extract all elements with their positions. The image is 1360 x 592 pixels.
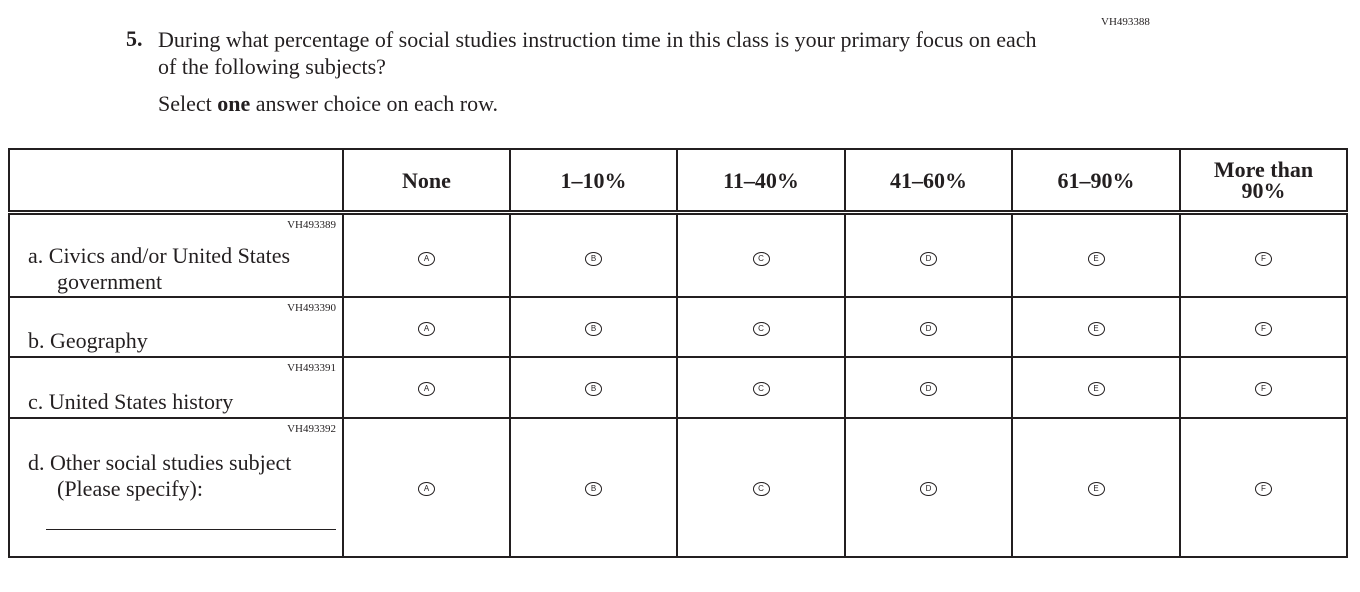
option-cell: A [342,355,511,419]
option-cell: C [676,295,846,358]
answer-bubble-f[interactable]: F [1255,482,1272,496]
answer-bubble-c[interactable]: C [752,482,770,496]
answer-bubble-c[interactable]: C [752,252,770,267]
answer-bubble-a[interactable]: A [418,252,435,267]
answer-bubble-b[interactable]: B [585,321,602,336]
answer-bubble-f[interactable]: F [1255,321,1272,336]
answer-bubble-b[interactable]: B [585,382,602,396]
row-label: a. Civics and/or United States governmen… [28,243,291,294]
option-cell: C [676,416,846,558]
column-header: 11–40% [676,148,846,215]
option-cell: F [1179,295,1348,358]
row-label-cell: VH493389 a. Civics and/or United States g… [8,211,344,298]
row-label: b. Geography [28,327,148,353]
option-cell: B [509,211,678,298]
column-header: None [342,148,511,215]
question-number: 5. [126,26,143,51]
answer-bubble-a[interactable]: A [418,382,435,396]
table-row: VH493391 c. United States history A B C D E F [8,355,1348,419]
row-id: VH493390 [287,301,336,314]
question-id: VH493388 [1101,16,1150,28]
answer-bubble-a[interactable]: A [418,321,435,336]
option-cell: C [676,211,846,298]
option-cell: D [844,211,1013,298]
answer-bubble-d[interactable]: D [920,321,937,336]
answer-bubble-c[interactable]: C [752,382,770,396]
instruction: Select one answer choice on each row. [158,91,498,117]
table-row: VH493390 b. Geography A B C D E F [8,295,1348,358]
instruction-text: Select [158,91,218,116]
response-grid: None 1–10% 11–40% 41–60% 61–90% More than 90%… [8,148,1348,558]
option-cell: A [342,295,511,358]
option-cell: D [844,416,1013,558]
row-id: VH493391 [287,361,336,374]
answer-bubble-b[interactable]: B [585,252,602,267]
table-row: VH493392 d. Other social studies subject … [8,416,1348,558]
option-cell: C [676,355,846,419]
option-cell: E [1011,211,1181,298]
option-cell: B [509,416,678,558]
row-label: d. Other social studies subject (Please … [28,449,292,501]
column-header: 1–10% [509,148,678,215]
row-label-cell: VH493390 b. Geography [8,295,344,358]
instruction-emphasis: one [217,91,251,116]
column-header: More than 90% [1179,148,1348,215]
option-cell: D [844,355,1013,419]
option-cell: A [342,416,511,558]
option-cell: B [509,355,678,419]
column-header: 61–90% [1011,148,1181,215]
answer-bubble-e[interactable]: E [1087,382,1105,396]
option-cell: F [1179,416,1348,558]
option-cell: E [1011,416,1181,558]
answer-bubble-e[interactable]: E [1087,321,1105,336]
column-header: 41–60% [844,148,1013,215]
answer-bubble-a[interactable]: A [418,482,435,496]
option-cell: B [509,295,678,358]
option-cell: F [1179,211,1348,298]
answer-bubble-d[interactable]: D [920,482,937,496]
specify-input-line[interactable] [46,528,336,530]
answer-bubble-e[interactable]: E [1087,482,1105,496]
answer-bubble-d[interactable]: D [920,382,937,396]
answer-bubble-b[interactable]: B [585,482,602,496]
header-row: None 1–10% 11–40% 41–60% 61–90% More than 90% [8,148,1348,215]
row-id: VH493392 [287,422,336,435]
answer-bubble-e[interactable]: E [1087,252,1105,267]
answer-bubble-f[interactable]: F [1255,252,1272,267]
row-label-cell: VH493392 d. Other social studies subject … [8,416,344,558]
option-cell: E [1011,355,1181,419]
answer-bubble-d[interactable]: D [920,252,937,267]
table-row: VH493389 a. Civics and/or United States g… [8,211,1348,298]
row-label-cell: VH493391 c. United States history [8,355,344,419]
instruction-text: answer choice on each row. [250,91,499,116]
question-text: During what percentage of social studies… [158,27,1037,79]
option-cell: F [1179,355,1348,419]
option-cell: A [342,211,511,298]
option-cell: D [844,295,1013,358]
answer-bubble-f[interactable]: F [1255,382,1272,396]
row-id: VH493389 [287,219,336,231]
header-blank [8,148,344,215]
answer-bubble-c[interactable]: C [752,321,770,336]
option-cell: E [1011,295,1181,358]
row-label: c. United States history [28,388,234,414]
